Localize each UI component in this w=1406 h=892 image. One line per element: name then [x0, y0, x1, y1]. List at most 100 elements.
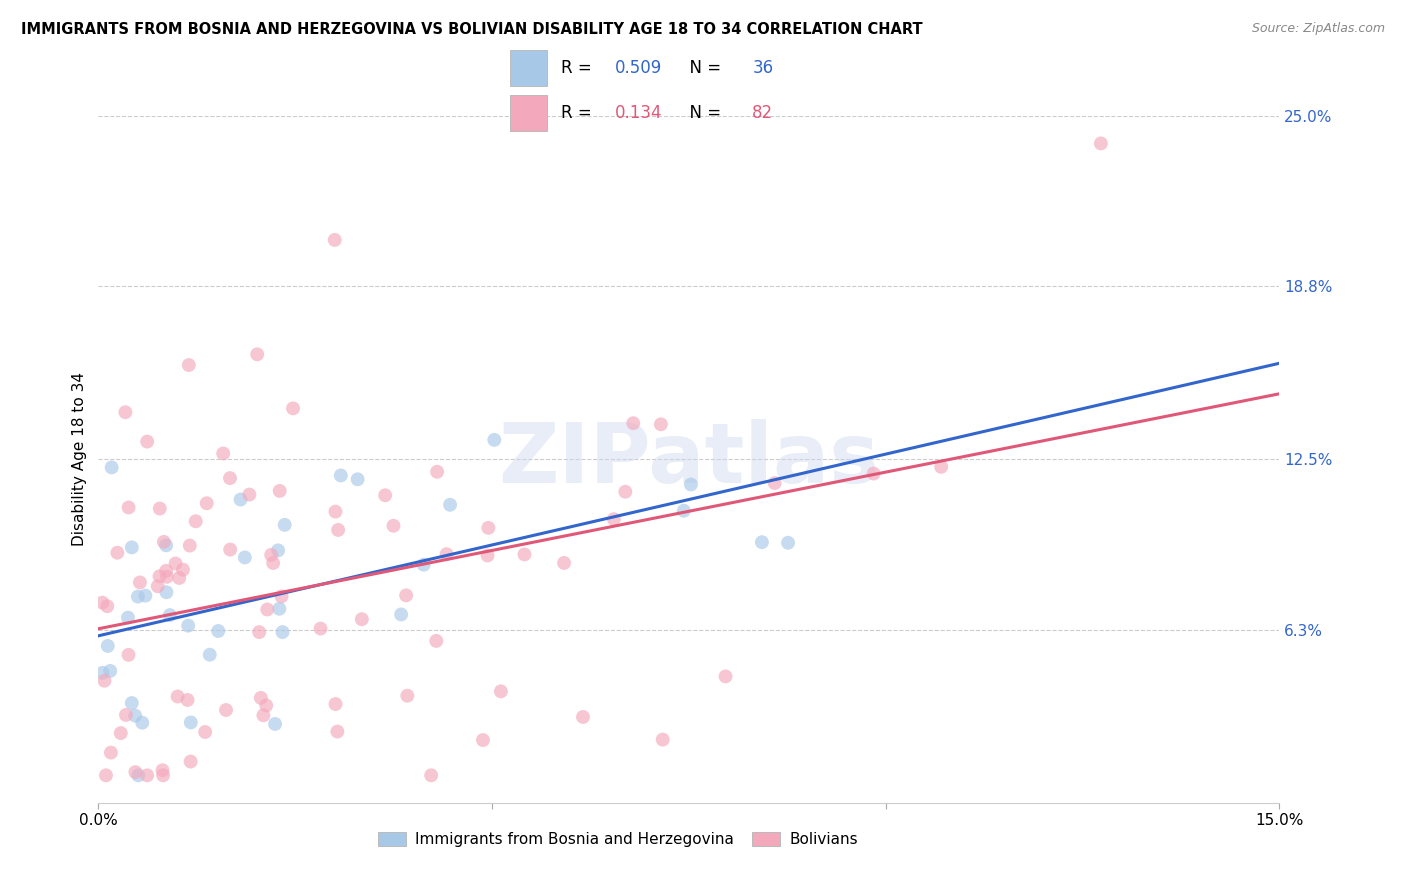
- Point: [155, 564, 177, 578]
- Point: [412, 558, 434, 572]
- Point: [420, 768, 443, 782]
- Point: [350, 612, 373, 626]
- Point: [477, 521, 499, 535]
- Point: [439, 498, 461, 512]
- Point: [714, 669, 737, 683]
- Point: [198, 648, 221, 662]
- Point: [650, 417, 672, 432]
- Text: N =: N =: [679, 104, 727, 122]
- Point: [264, 717, 287, 731]
- Point: [180, 715, 202, 730]
- Point: [396, 689, 419, 703]
- Point: [215, 703, 238, 717]
- Point: [129, 575, 152, 590]
- Point: [167, 571, 190, 585]
- Point: [177, 618, 200, 632]
- Text: 0.509: 0.509: [614, 59, 662, 77]
- Point: [269, 483, 291, 498]
- Point: [256, 602, 278, 616]
- Point: [180, 755, 202, 769]
- Point: [114, 405, 136, 419]
- Point: [252, 708, 274, 723]
- Point: [273, 517, 295, 532]
- Point: [155, 585, 177, 599]
- Point: [270, 590, 292, 604]
- Point: [159, 608, 181, 623]
- Point: [260, 548, 283, 562]
- Point: [1090, 136, 1112, 151]
- Point: [247, 625, 270, 640]
- Point: [117, 610, 139, 624]
- Point: [152, 763, 174, 777]
- Point: [177, 358, 200, 372]
- Point: [153, 534, 176, 549]
- Text: R =: R =: [561, 104, 598, 122]
- Point: [651, 732, 673, 747]
- Legend: Immigrants from Bosnia and Herzegovina, Bolivians: Immigrants from Bosnia and Herzegovina, …: [373, 826, 863, 854]
- Point: [603, 512, 626, 526]
- Point: [254, 698, 277, 713]
- Point: [328, 523, 350, 537]
- Point: [513, 548, 536, 562]
- Point: [389, 607, 412, 622]
- Point: [672, 504, 695, 518]
- Point: [98, 664, 121, 678]
- Point: [553, 556, 575, 570]
- Point: [194, 725, 217, 739]
- Point: [426, 465, 449, 479]
- Point: [207, 624, 229, 638]
- Point: [489, 684, 512, 698]
- Point: [374, 488, 396, 502]
- Point: [346, 472, 368, 486]
- Point: [121, 541, 143, 555]
- Point: [94, 768, 117, 782]
- Point: [131, 715, 153, 730]
- Point: [325, 505, 347, 519]
- Point: [165, 557, 187, 571]
- Point: [484, 433, 506, 447]
- Point: [195, 496, 218, 510]
- Point: [148, 569, 170, 583]
- Point: [127, 768, 149, 782]
- Point: [97, 639, 120, 653]
- Point: [117, 500, 139, 515]
- Point: [166, 690, 188, 704]
- Point: [156, 570, 179, 584]
- Point: [862, 467, 884, 481]
- Point: [621, 416, 644, 430]
- Point: [614, 484, 637, 499]
- Point: [425, 634, 447, 648]
- Point: [238, 487, 260, 501]
- Point: [134, 589, 156, 603]
- Point: [172, 563, 194, 577]
- Point: [246, 347, 269, 361]
- Point: [115, 707, 138, 722]
- Text: 36: 36: [752, 59, 773, 77]
- Point: [117, 648, 139, 662]
- Point: [100, 460, 122, 475]
- Point: [127, 590, 149, 604]
- Point: [93, 673, 115, 688]
- Text: Source: ZipAtlas.com: Source: ZipAtlas.com: [1251, 22, 1385, 36]
- Text: ZIPatlas: ZIPatlas: [499, 419, 879, 500]
- Text: N =: N =: [679, 59, 727, 77]
- Point: [155, 538, 177, 552]
- Point: [471, 733, 494, 747]
- Point: [91, 665, 114, 680]
- Bar: [510, 95, 547, 131]
- Y-axis label: Disability Age 18 to 34: Disability Age 18 to 34: [72, 372, 87, 547]
- Point: [679, 477, 702, 491]
- Point: [323, 233, 346, 247]
- Text: 0.134: 0.134: [614, 104, 662, 122]
- Point: [110, 726, 132, 740]
- Point: [763, 476, 786, 491]
- Point: [100, 746, 122, 760]
- Point: [267, 543, 290, 558]
- Point: [776, 535, 799, 549]
- Point: [91, 596, 114, 610]
- Point: [751, 535, 773, 549]
- Point: [436, 547, 458, 561]
- Point: [124, 765, 146, 780]
- Point: [326, 724, 349, 739]
- Point: [325, 697, 347, 711]
